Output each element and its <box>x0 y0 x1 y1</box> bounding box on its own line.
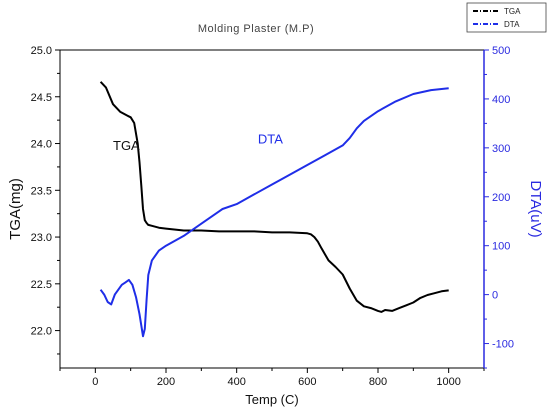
legend: TGA DTA <box>466 2 547 33</box>
y-axis-label-right: DTA(uV) <box>527 180 544 237</box>
y-left-tick-label: 23.0 <box>31 232 52 244</box>
y-left-tick-label: 24.0 <box>31 139 52 151</box>
plot-frame <box>59 49 485 369</box>
x-tick-label: 600 <box>298 376 316 388</box>
y-left-tick-label: 23.5 <box>31 185 52 197</box>
y-axis-label-left: TGA(mg) <box>7 178 24 240</box>
x-tick-label: 800 <box>369 376 387 388</box>
x-axis-label: Temp (C) <box>245 392 298 407</box>
y-right-tick-label: 400 <box>492 94 510 106</box>
legend-box <box>466 2 547 33</box>
y-left-tick-label: 25.0 <box>31 45 52 57</box>
annotation-tga: TGA <box>113 138 140 153</box>
x-axis: 0 200 400 600 800 1000 <box>59 368 485 388</box>
series-line-tga <box>99 81 449 313</box>
x-tick-label: 400 <box>227 376 245 388</box>
annotation-dta: DTA <box>258 132 283 147</box>
x-tick-label: 0 <box>92 376 98 388</box>
y-right-tick-label: 0 <box>492 290 498 302</box>
y-left-tick-label: 24.5 <box>31 92 52 104</box>
y-left-tick-label: 22.5 <box>31 279 52 291</box>
y-left-tick-label: 22.0 <box>31 326 52 338</box>
y-right-tick-label: 300 <box>492 143 510 155</box>
chart-title: Molding Plaster (M.P) <box>198 23 314 35</box>
legend-label-tga: TGA <box>504 7 521 16</box>
y-right-tick-label: -100 <box>492 339 514 351</box>
y-right-tick-label: 200 <box>492 192 510 204</box>
y-right-tick-label: 100 <box>492 241 510 253</box>
series-line-dta <box>99 87 449 338</box>
y-right-tick-label: 500 <box>492 45 510 57</box>
x-tick-label: 200 <box>157 376 175 388</box>
y-axis-right: -100 0 100 200 300 400 500 <box>483 45 514 369</box>
legend-label-dta: DTA <box>504 20 520 29</box>
y-axis-left: 22.0 22.5 23.0 23.5 24.0 24.5 25.0 <box>31 45 60 355</box>
x-tick-label: 1000 <box>436 376 460 388</box>
